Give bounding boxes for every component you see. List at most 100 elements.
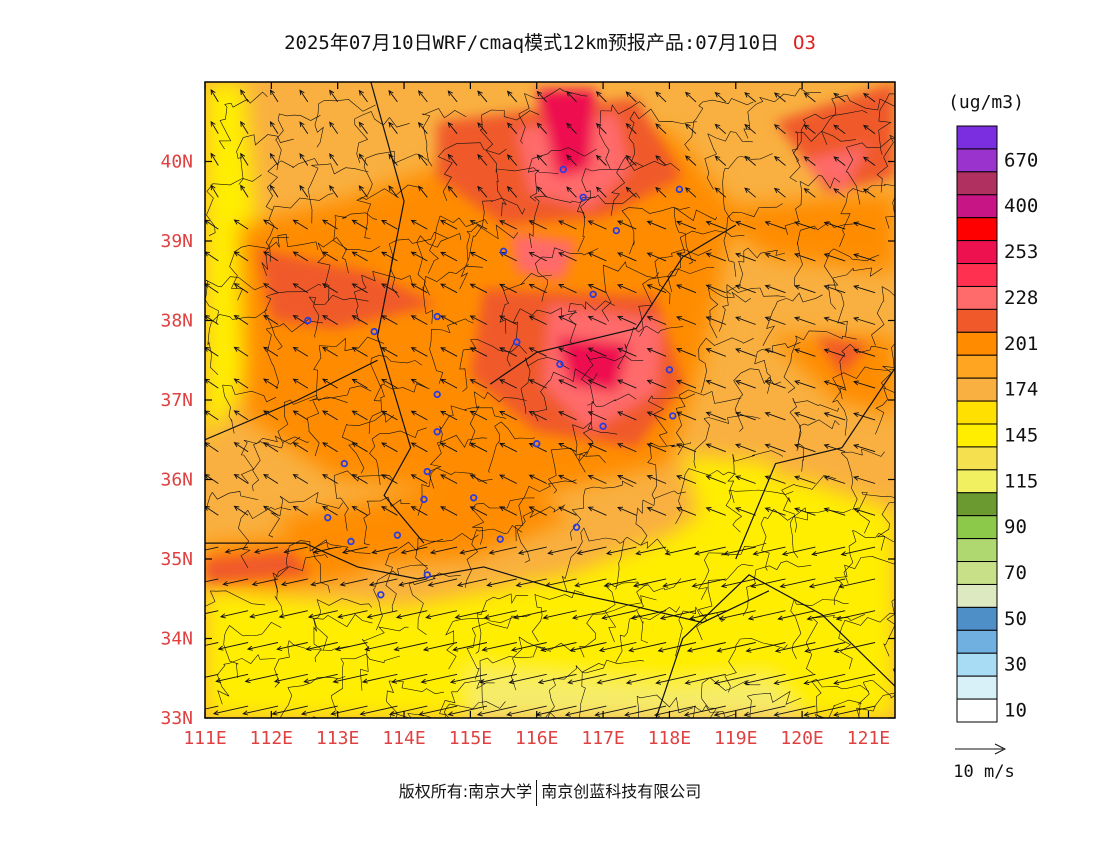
wind-arrow	[536, 186, 548, 198]
wind-arrow	[558, 474, 577, 484]
wind-arrow	[366, 610, 398, 619]
colorbar-label: 145	[1004, 424, 1038, 446]
wind-arrow	[528, 220, 547, 230]
wind-arrow	[380, 251, 398, 262]
wind-arrow	[594, 705, 637, 717]
wind-arrow	[400, 546, 428, 555]
wind-arrow	[205, 505, 219, 516]
wind-arrow	[635, 546, 667, 556]
wind-arrow	[469, 410, 488, 421]
station-marker	[665, 366, 674, 374]
wind-arrow	[351, 251, 368, 262]
colorbar-band	[956, 194, 998, 219]
wind-arrow	[684, 673, 726, 685]
wind-arrow	[528, 379, 547, 389]
station-marker	[393, 531, 402, 539]
wind-arrow	[321, 346, 338, 357]
lon-tick-label: 119E	[714, 728, 757, 749]
wind-arrow	[233, 473, 249, 484]
wind-arrow	[803, 92, 816, 103]
wind-arrow	[833, 124, 846, 135]
station-marker	[572, 523, 581, 531]
wind-arrow	[269, 121, 279, 134]
wind-arrow	[540, 642, 577, 652]
wind-arrow	[300, 705, 338, 716]
wind-arrow	[803, 187, 816, 198]
wind-arrow	[833, 188, 846, 198]
wind-arrow	[528, 506, 547, 516]
lon-tick-label: 121E	[847, 728, 890, 749]
station-marker	[377, 591, 385, 599]
wind-arrow	[292, 410, 309, 421]
wind-arrow	[862, 188, 876, 198]
wind-arrow	[469, 220, 488, 230]
wind-arrow	[528, 252, 547, 262]
wind-arrow	[655, 91, 667, 103]
wind-arrow	[292, 442, 309, 453]
wind-arrow	[440, 315, 458, 325]
wind-arrow	[646, 506, 667, 516]
wind-arrow	[447, 705, 488, 717]
wind-arrow	[476, 705, 517, 717]
wind-arrow	[499, 411, 518, 421]
wind-arrow	[723, 546, 756, 556]
wind-arrow	[823, 221, 846, 230]
wind-arrow	[299, 184, 309, 198]
wind-arrow	[332, 673, 368, 684]
wind-vectors	[205, 89, 876, 717]
wind-arrow	[233, 378, 249, 389]
wind-arrow	[833, 705, 876, 717]
wind-arrow	[351, 505, 368, 516]
wind-arrow	[558, 315, 577, 325]
wind-arrow	[587, 220, 607, 230]
wind-arrow	[833, 673, 876, 686]
wind-arrow	[240, 120, 249, 134]
station-marker	[340, 459, 349, 468]
wind-arrow	[299, 153, 309, 166]
wind-arrow	[292, 251, 309, 262]
wind-arrow	[299, 89, 309, 103]
wind-arrow	[720, 578, 756, 589]
wind-arrow	[676, 411, 697, 421]
wind-arrow	[587, 315, 607, 325]
station-marker	[675, 185, 684, 194]
wind-arrow	[240, 89, 249, 103]
title-text: 2025年07月10日WRF/cmaq模式12km预报产品:07月10日	[284, 32, 780, 54]
wind-arrow	[764, 221, 786, 230]
wind-arrow	[587, 443, 607, 453]
wind-arrow	[312, 546, 338, 555]
wind-arrow	[646, 284, 667, 294]
wind-arrow	[773, 155, 786, 166]
wind-arrow	[528, 411, 547, 421]
wind-arrow	[321, 378, 338, 389]
wind-arrow	[852, 444, 876, 453]
lat-tick-label: 38N	[160, 311, 193, 332]
wind-arrow	[388, 89, 398, 103]
wind-arrow	[341, 546, 368, 555]
wind-arrow	[794, 507, 816, 516]
wind-arrow	[219, 610, 249, 619]
wind-arrow	[713, 673, 756, 685]
wind-arrow	[716, 642, 756, 653]
wind-arrow	[764, 475, 786, 484]
wind-arrow	[544, 578, 577, 588]
wind-arrow	[794, 252, 816, 262]
wind-arrow	[714, 91, 727, 103]
wind-arrow	[418, 705, 458, 717]
lon-tick-label: 114E	[382, 728, 425, 749]
wind-arrow	[351, 315, 368, 325]
wind-arrow	[804, 642, 846, 654]
wind-arrow	[422, 642, 458, 652]
wind-arrow	[646, 347, 667, 357]
wind-arrow	[764, 507, 786, 516]
wind-arrow	[587, 347, 607, 357]
wind-arrow	[744, 123, 756, 135]
wind-arrow	[823, 284, 846, 294]
wind-arrow	[646, 316, 667, 325]
wind-arrow	[566, 186, 577, 198]
wind-arrow	[587, 379, 607, 389]
wind-arrow	[852, 475, 876, 484]
station-marker	[347, 537, 355, 546]
wind-arrow	[683, 705, 726, 717]
wind-arrow	[517, 546, 547, 555]
